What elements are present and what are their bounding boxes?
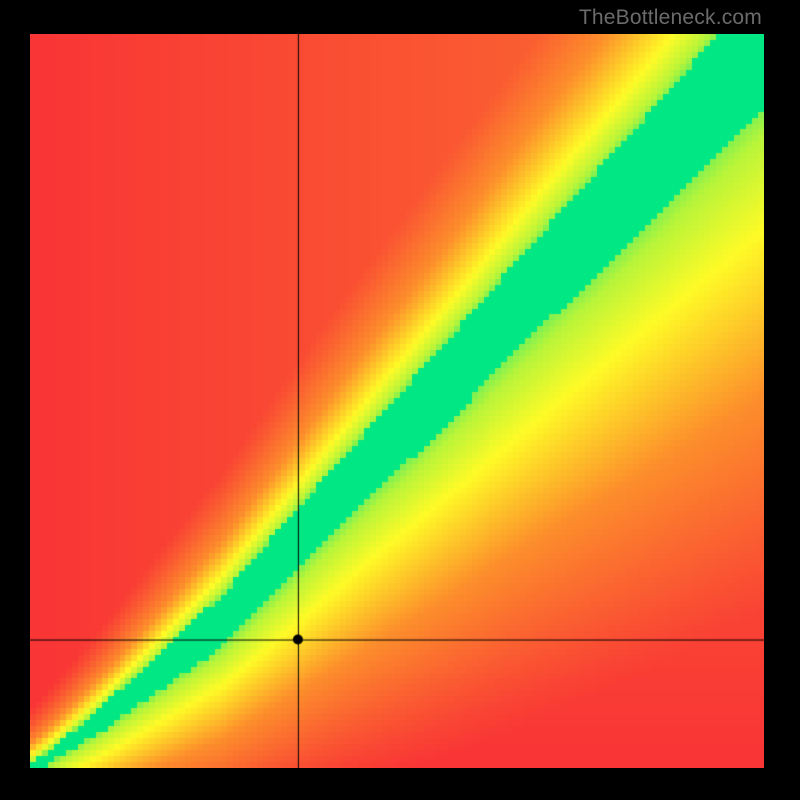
figure-container: TheBottleneck.com — [0, 0, 800, 800]
heatmap-canvas — [30, 34, 764, 768]
watermark-text: TheBottleneck.com — [579, 6, 762, 30]
plot-area — [30, 34, 764, 768]
